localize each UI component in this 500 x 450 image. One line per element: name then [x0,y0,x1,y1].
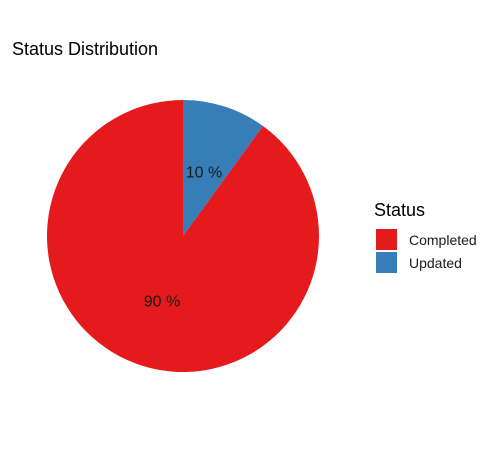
pie-slice-labels: 10 % 90 % [144,164,222,310]
legend-label-updated: Updated [409,255,462,271]
legend-key-updated [376,252,397,273]
legend-items: Completed Updated [376,229,477,273]
slice-label-updated: 10 % [186,164,222,181]
pie-slices [46,100,319,372]
slice-label-completed: 90 % [144,294,180,311]
legend-title: Status [374,200,425,220]
legend: Status Completed Updated [374,200,477,273]
legend-key-completed [376,229,397,250]
chart-title: Status Distribution [12,39,158,59]
legend-label-completed: Completed [409,232,477,248]
pie-slice-updated [183,100,263,236]
pie-slice-completed [46,100,319,372]
